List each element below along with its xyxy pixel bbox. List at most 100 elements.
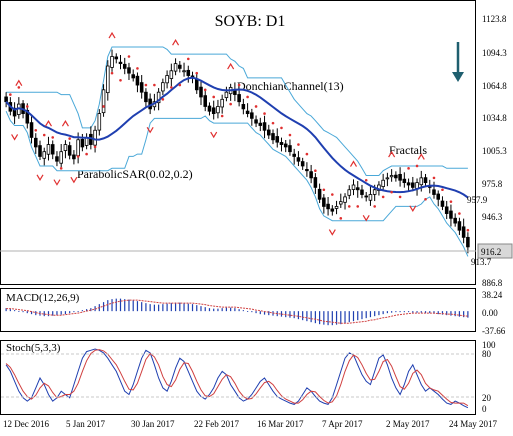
psar-dot xyxy=(26,105,29,108)
macd-bar xyxy=(179,302,181,312)
candle-body xyxy=(292,153,296,157)
price-axis: 1123.8 1094.3 1064.8 1034.8 1005.3 975.8… xyxy=(467,14,507,288)
psar-dot xyxy=(415,164,419,168)
price-tick: 1005.3 xyxy=(482,146,507,156)
fractal-down-marker xyxy=(11,134,19,141)
candle-body xyxy=(97,113,102,131)
time-tick: 22 Feb 2017 xyxy=(194,419,240,429)
candle-body xyxy=(339,201,343,205)
candle-body xyxy=(207,105,212,112)
candle-body xyxy=(389,175,394,178)
psar-dot xyxy=(68,137,71,140)
candle-body xyxy=(453,217,457,224)
candle-body xyxy=(182,70,186,73)
macd-bar xyxy=(174,302,177,312)
macd-bar xyxy=(5,308,7,312)
psar-dot xyxy=(466,228,470,232)
psar-dot xyxy=(186,57,190,61)
psar-dot xyxy=(220,114,224,118)
candle-body xyxy=(220,98,224,108)
candle-body xyxy=(216,106,220,114)
candle-body xyxy=(250,112,254,119)
candle-body xyxy=(186,69,191,76)
candle-body xyxy=(165,75,169,84)
macd-bar xyxy=(170,303,172,312)
macd-bar xyxy=(18,311,20,312)
price-tick: 886.8 xyxy=(482,278,503,288)
price-panel-frame xyxy=(0,0,476,285)
macd-bar xyxy=(467,311,469,318)
price-extra-label: 957.9 xyxy=(467,195,488,205)
macd-bar xyxy=(433,311,435,314)
fractal-up-marker xyxy=(61,119,69,127)
stoch-tick: 20 xyxy=(482,393,492,403)
candle-body xyxy=(309,171,313,179)
candle-body xyxy=(436,193,441,200)
price-tick: 946.3 xyxy=(482,212,503,222)
macd-bar xyxy=(158,304,160,312)
macd-bar xyxy=(391,311,393,313)
candle-body xyxy=(449,210,453,219)
candle-body xyxy=(406,182,411,186)
candle-body xyxy=(394,174,398,179)
stoch-panel-frame xyxy=(0,340,476,415)
candle-body xyxy=(46,144,51,155)
macd-bar xyxy=(263,311,266,315)
macd-bar xyxy=(446,311,448,316)
macd-bar xyxy=(450,311,452,316)
macd-bar xyxy=(369,311,372,318)
candle-body xyxy=(419,177,424,186)
psar-dot xyxy=(364,178,368,182)
candle-body xyxy=(161,82,165,92)
psar-dot xyxy=(356,205,360,208)
candle-body xyxy=(63,144,68,151)
macd-bar xyxy=(357,311,359,321)
candle-body xyxy=(364,195,368,198)
macd-bar xyxy=(251,311,253,313)
candle-body xyxy=(106,65,110,94)
candle-body xyxy=(110,56,114,68)
macd-bar xyxy=(306,311,308,322)
chart-title: SOYB: D1 xyxy=(215,13,286,30)
price-tick: 1064.8 xyxy=(482,81,507,91)
macd-bar xyxy=(69,311,71,314)
candle-body xyxy=(262,122,267,131)
macd-bar xyxy=(399,311,401,313)
candle-body xyxy=(93,129,97,146)
price-tick: 1123.8 xyxy=(482,14,507,24)
psar-dot xyxy=(170,86,173,89)
macd-bar xyxy=(412,311,414,313)
candle-body xyxy=(101,89,106,114)
macd-bar xyxy=(344,311,346,324)
macd-bar xyxy=(407,311,410,313)
macd-bar xyxy=(217,308,219,312)
psar-dot xyxy=(119,78,122,82)
macd-tick: 0.00 xyxy=(482,308,498,318)
macd-bar xyxy=(458,311,461,317)
candle-body xyxy=(12,107,17,117)
psar-dot xyxy=(110,71,114,75)
time-tick: 12 Dec 2016 xyxy=(3,419,49,429)
candle-body xyxy=(38,145,42,157)
psar-dot xyxy=(288,133,292,137)
candle-body xyxy=(118,61,123,65)
psar-dot xyxy=(339,217,343,220)
candle-body xyxy=(122,63,127,69)
macd-bar xyxy=(149,304,151,312)
fractal-up-marker xyxy=(349,160,358,167)
down-arrow-icon xyxy=(452,42,464,82)
candle-body xyxy=(241,104,246,110)
psar-dot xyxy=(322,188,326,192)
macd-bar xyxy=(204,307,206,312)
price-extra-label: 913.7 xyxy=(471,257,492,267)
stoch-tick: 0 xyxy=(482,404,487,414)
psar-dot xyxy=(85,152,88,156)
macd-bar xyxy=(73,311,75,313)
psar-dot xyxy=(280,126,283,130)
macd-bar xyxy=(348,311,350,323)
candle-body xyxy=(275,136,280,143)
macd-bar xyxy=(424,311,427,314)
macd-bar xyxy=(331,311,333,326)
macd-bar xyxy=(323,311,325,325)
candle-body xyxy=(156,91,161,104)
